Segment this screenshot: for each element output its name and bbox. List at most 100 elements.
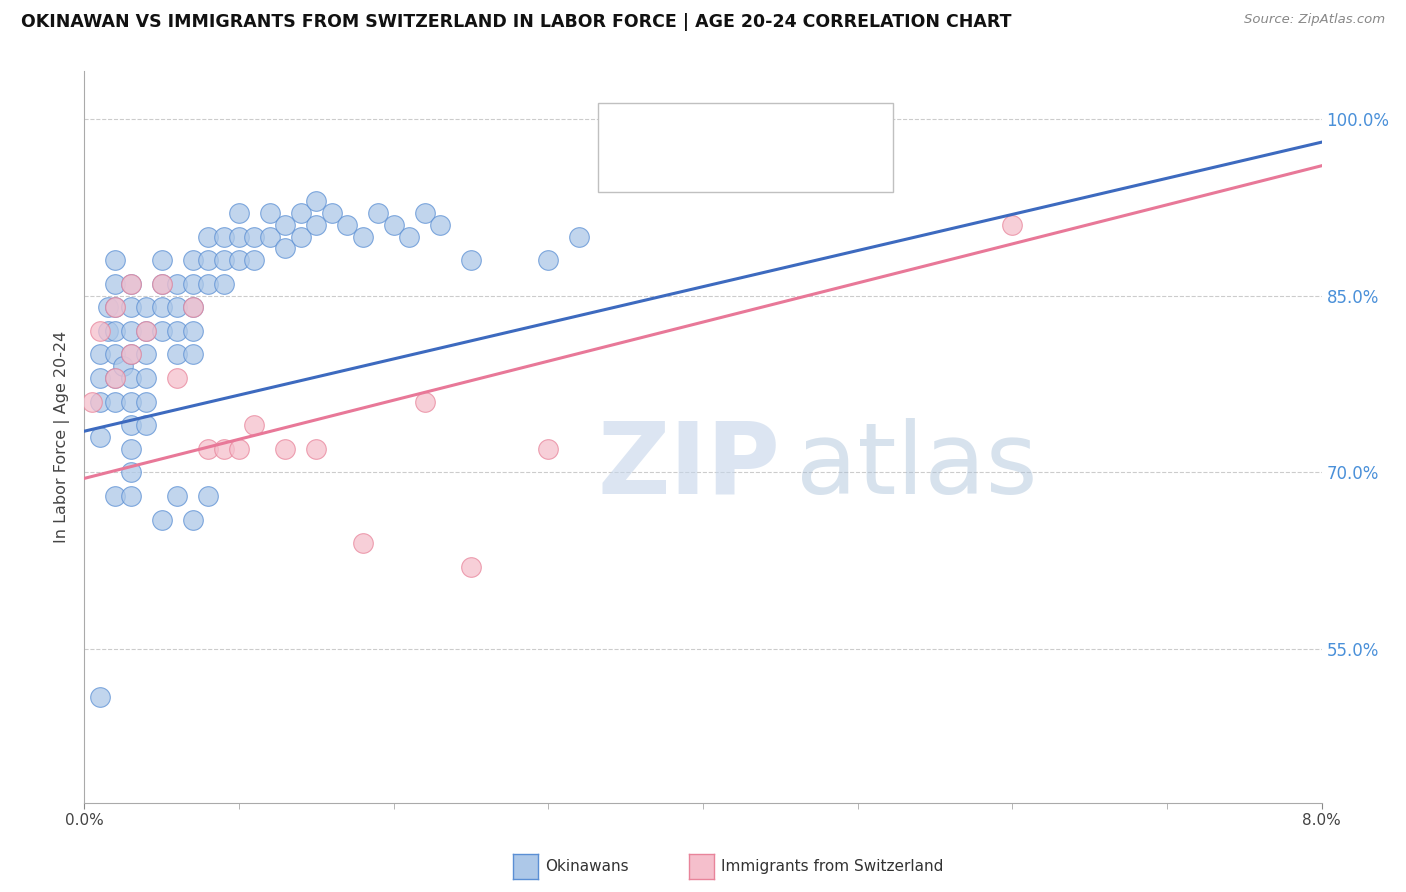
Point — [89, 430, 111, 444]
Point — [120, 347, 142, 361]
Point — [104, 394, 127, 409]
Point — [259, 206, 281, 220]
Point — [413, 394, 436, 409]
Point — [305, 218, 328, 232]
Point — [537, 253, 560, 268]
Point — [166, 277, 188, 291]
Point — [104, 324, 127, 338]
Point — [460, 559, 482, 574]
Point — [305, 194, 328, 208]
Point — [120, 277, 142, 291]
Point — [181, 277, 204, 291]
Point — [150, 277, 173, 291]
Point — [259, 229, 281, 244]
Point — [382, 218, 405, 232]
Point — [150, 301, 173, 315]
Point — [150, 253, 173, 268]
Point — [166, 371, 188, 385]
Point — [290, 206, 312, 220]
Point — [228, 206, 250, 220]
Point — [135, 301, 157, 315]
Point — [181, 513, 204, 527]
Point — [197, 229, 219, 244]
Point — [120, 418, 142, 433]
Point — [135, 324, 157, 338]
Point — [96, 324, 118, 338]
Point — [135, 394, 157, 409]
Point — [135, 347, 157, 361]
Y-axis label: In Labor Force | Age 20-24: In Labor Force | Age 20-24 — [55, 331, 70, 543]
Point — [120, 347, 142, 361]
Point — [104, 371, 127, 385]
Point — [120, 442, 142, 456]
Point — [82, 394, 104, 409]
Point — [120, 371, 142, 385]
Point — [135, 324, 157, 338]
Point — [181, 301, 204, 315]
Point — [120, 466, 142, 480]
Text: R = 0.345   N = 21: R = 0.345 N = 21 — [647, 155, 804, 173]
Point — [568, 229, 591, 244]
Point — [150, 277, 173, 291]
Point — [228, 253, 250, 268]
Point — [104, 371, 127, 385]
Point — [104, 277, 127, 291]
Point — [352, 229, 374, 244]
Point — [135, 371, 157, 385]
Point — [120, 489, 142, 503]
Point — [228, 442, 250, 456]
Point — [537, 442, 560, 456]
Point — [89, 324, 111, 338]
Point — [212, 253, 235, 268]
Text: atlas: atlas — [796, 417, 1038, 515]
Point — [89, 371, 111, 385]
Point — [336, 218, 359, 232]
Point — [104, 253, 127, 268]
Text: Immigrants from Switzerland: Immigrants from Switzerland — [721, 859, 943, 873]
Point — [181, 301, 204, 315]
Text: Okinawans: Okinawans — [546, 859, 628, 873]
Point — [212, 277, 235, 291]
Point — [181, 324, 204, 338]
Point — [112, 359, 135, 374]
Point — [89, 394, 111, 409]
Point — [460, 253, 482, 268]
Point — [120, 277, 142, 291]
Point — [89, 347, 111, 361]
Point — [212, 442, 235, 456]
Point — [1001, 218, 1024, 232]
Text: OKINAWAN VS IMMIGRANTS FROM SWITZERLAND IN LABOR FORCE | AGE 20-24 CORRELATION C: OKINAWAN VS IMMIGRANTS FROM SWITZERLAND … — [21, 13, 1011, 31]
Text: ZIP: ZIP — [598, 417, 780, 515]
Point — [243, 253, 266, 268]
Point — [104, 301, 127, 315]
Point — [104, 301, 127, 315]
Text: Source: ZipAtlas.com: Source: ZipAtlas.com — [1244, 13, 1385, 27]
Point — [274, 241, 297, 255]
Point — [367, 206, 389, 220]
Point — [305, 442, 328, 456]
Point — [429, 218, 451, 232]
Point — [228, 229, 250, 244]
Point — [243, 418, 266, 433]
Point — [413, 206, 436, 220]
Point — [398, 229, 420, 244]
Point — [243, 229, 266, 244]
Point — [120, 324, 142, 338]
Point — [89, 690, 111, 704]
Point — [181, 347, 204, 361]
Point — [120, 301, 142, 315]
Point — [197, 442, 219, 456]
Point — [96, 301, 118, 315]
Point — [120, 394, 142, 409]
Point — [166, 489, 188, 503]
Point — [104, 347, 127, 361]
Point — [166, 301, 188, 315]
Point — [166, 324, 188, 338]
Point — [135, 418, 157, 433]
Point — [197, 489, 219, 503]
Point — [274, 218, 297, 232]
Point — [321, 206, 343, 220]
Point — [150, 324, 173, 338]
Point — [181, 253, 204, 268]
Point — [150, 513, 173, 527]
